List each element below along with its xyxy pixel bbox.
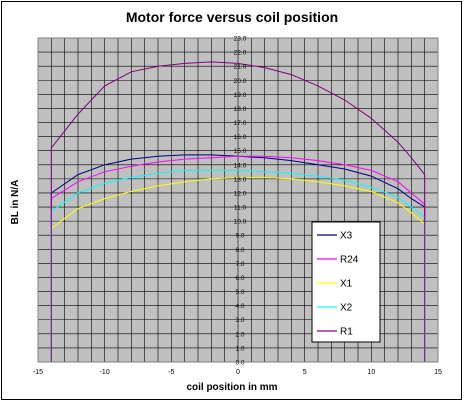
y-tick-label: 10.0 (234, 219, 247, 226)
x-tick-label: -15 (33, 369, 43, 376)
legend-label-r1: R1 (340, 327, 353, 338)
y-tick-label: 9.0 (235, 233, 244, 240)
y-tick-label: 4.0 (235, 303, 244, 310)
series-line-r1 (50, 61, 426, 362)
y-tick-label: 23.0 (234, 36, 247, 43)
series-line-x2 (50, 169, 426, 362)
legend-label-x1: X1 (340, 279, 353, 290)
x-tick-labels: -15 -10 -5 0 5 10 15 (33, 369, 442, 376)
y-tick-label: 19.0 (234, 92, 247, 99)
y-tick-label: 1.0 (235, 345, 244, 352)
y-tick-label: 15.0 (234, 148, 247, 155)
y-tick-labels: 0.0 1.0 2.0 3.0 4.0 5.0 6.0 7.0 8.0 9.0 10.0 11.0 12… (234, 36, 247, 367)
legend-label-r24: R24 (340, 255, 359, 266)
x-tick-label: -10 (100, 369, 110, 376)
y-tick-label: 18.0 (234, 106, 247, 113)
series-line-x3 (50, 154, 426, 362)
y-tick-label: 22.0 (234, 50, 247, 57)
y-tick-label: 7.0 (235, 261, 244, 268)
x-tick-label: 0 (236, 369, 240, 376)
y-tick-label: 17.0 (234, 120, 247, 127)
y-tick-label: 12.0 (234, 190, 247, 197)
y-tick-label: 21.0 (234, 64, 247, 71)
y-tick-label: 16.0 (234, 134, 247, 141)
legend-label-x3: X3 (340, 231, 353, 242)
x-axis-label: coil position in mm (186, 382, 277, 393)
legend-label-x2: X2 (340, 303, 353, 314)
y-tick-label: 6.0 (235, 275, 244, 282)
y-axis-label: BL in N/A (10, 180, 21, 225)
x-tick-label: 5 (303, 369, 307, 376)
y-tick-label: 3.0 (235, 317, 244, 324)
y-tick-label: 20.0 (234, 78, 247, 85)
y-tick-label: 14.0 (234, 162, 247, 169)
legend-box (311, 221, 381, 343)
y-tick-label: 0.0 (235, 360, 244, 367)
y-tick-label: 5.0 (235, 289, 244, 296)
x-tick-label: 10 (367, 369, 375, 376)
x-tick-label: 15 (434, 369, 442, 376)
chart-title: Motor force versus coil position (126, 9, 338, 25)
plot-border (37, 37, 439, 363)
legend: X3 R24 X1 X2 R1 (311, 221, 381, 343)
series-line-r24 (50, 155, 426, 362)
y-tick-label: 13.0 (234, 176, 247, 183)
series-lines (50, 61, 426, 362)
x-tick-label: -5 (168, 369, 174, 376)
series-line-x1 (50, 177, 426, 362)
y-tick-label: 2.0 (235, 331, 244, 338)
y-tick-label: 8.0 (235, 247, 244, 254)
y-tick-label: 11.0 (234, 205, 247, 212)
